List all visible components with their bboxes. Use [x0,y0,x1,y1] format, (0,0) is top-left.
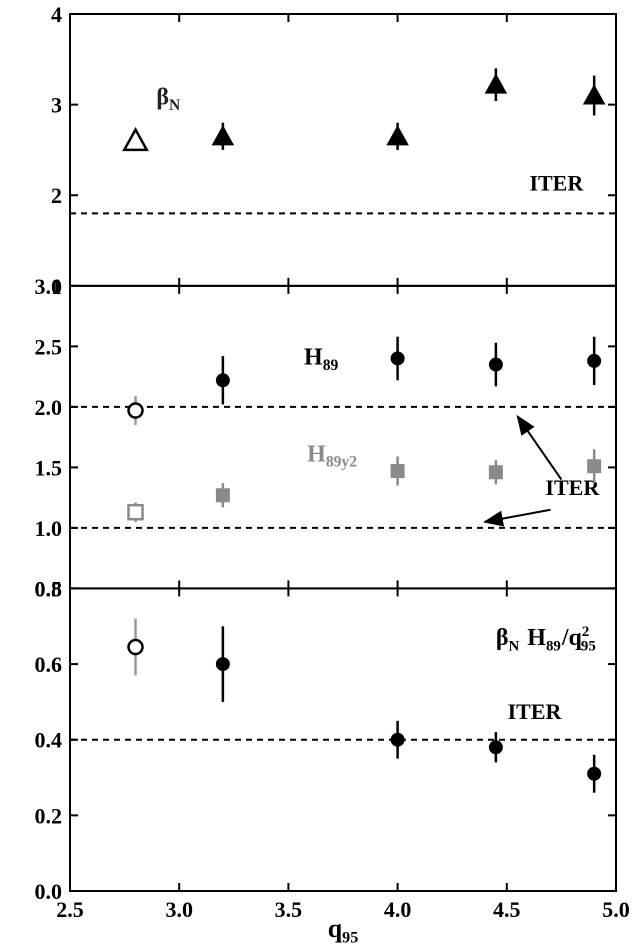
svg-text:5.0: 5.0 [602,897,630,922]
svg-text:4: 4 [51,2,62,27]
svg-text:2: 2 [51,183,62,208]
svg-text:2.5: 2.5 [56,897,84,922]
svg-text:1.5: 1.5 [35,455,63,480]
svg-text:H89: H89 [304,345,338,374]
svg-text:4.5: 4.5 [493,897,521,922]
svg-text:ITER: ITER [545,475,600,500]
svg-text:0.2: 0.2 [35,803,63,828]
svg-text:3.0: 3.0 [165,897,193,922]
svg-text:2.5: 2.5 [35,334,63,359]
scatter-panels: 1234ITERβN0.51.01.52.02.53.0ITERH89H89y2… [0,0,634,951]
svg-text:βN H89/q295: βN H89/q295 [496,624,596,654]
svg-text:0.6: 0.6 [35,652,63,677]
svg-text:ITER: ITER [529,171,584,196]
svg-text:0.8: 0.8 [35,576,63,601]
svg-text:2.0: 2.0 [35,395,63,420]
svg-text:3.0: 3.0 [35,274,63,299]
svg-text:4.0: 4.0 [384,897,412,922]
figure-container: 1234ITERβN0.51.01.52.02.53.0ITERH89H89y2… [0,0,634,951]
svg-text:1.0: 1.0 [35,516,63,541]
svg-text:0.4: 0.4 [35,728,63,753]
svg-text:H89y2: H89y2 [307,441,357,470]
svg-text:ITER: ITER [508,699,563,724]
svg-text:q95: q95 [328,914,359,947]
svg-text:3: 3 [51,93,62,118]
svg-text:3.5: 3.5 [275,897,303,922]
svg-text:βN: βN [156,85,181,114]
